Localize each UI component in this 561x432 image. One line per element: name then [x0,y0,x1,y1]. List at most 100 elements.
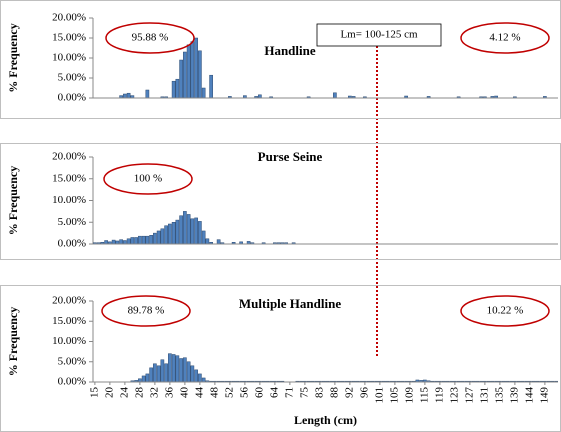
bar [111,239,116,245]
bar [153,232,157,245]
x-tick-label: 109 [403,387,415,404]
annotation: 95.88 % [132,32,169,44]
bar [138,235,142,245]
y-tick-label: 5.00% [58,355,86,367]
bar [183,211,187,245]
bar [179,358,183,383]
y-axis-label: % Frequency [6,23,20,92]
bar [201,230,206,245]
bar [145,235,150,245]
x-tick-label: 36 [163,387,175,399]
bar [179,59,183,99]
bar [201,87,206,99]
y-tick-label: 10.00% [52,335,86,347]
y-tick-label: 15.00% [52,32,86,44]
y-tick-label: 10.00% [52,52,86,64]
annotation-box [316,23,442,47]
x-tick-label: 105 [388,387,400,404]
bar [333,92,337,99]
bar [156,365,161,383]
y-axis-label: % Frequency [6,166,20,235]
annotation: 100 % [134,173,162,185]
bar [190,365,195,383]
x-tick-label: 139 [508,387,520,404]
bar [194,369,198,383]
panel-title: Handline [264,43,316,58]
bar [171,354,176,383]
bar [190,41,195,99]
y-tick-label: 0.00% [58,238,86,250]
annotation-ellipse [105,22,195,54]
bar [168,223,172,245]
bar [164,225,168,245]
y-tick-label: 15.00% [52,172,86,184]
annotation: Lm= 100-125 cm [340,29,418,41]
x-tick-label: 149 [538,387,550,404]
bar [130,237,135,245]
bar [175,78,180,99]
y-tick-label: 5.00% [58,72,86,84]
bar [201,377,206,383]
x-tick-label: 20 [103,387,115,399]
bar [194,217,198,245]
bar [156,230,161,245]
annotation-ellipse [101,295,191,327]
bar [179,215,183,245]
bar [104,240,108,245]
bar [149,235,153,245]
x-tick-label: 60 [253,387,265,399]
annotation: 89.78 % [128,305,165,317]
bar [164,363,168,383]
y-tick-label: 10.00% [52,194,86,206]
bar [119,239,123,245]
bar [160,359,165,383]
x-tick-label: 115 [418,387,430,404]
x-tick-label: 92 [343,387,355,398]
annotation-ellipse [460,295,550,327]
x-tick-label: 101 [373,387,385,404]
annotation: 4.12 % [489,32,520,44]
x-tick-label: 24 [118,387,130,399]
bar [205,238,210,245]
bar [171,222,176,245]
x-tick-label: 64 [268,387,280,399]
bar [186,44,191,99]
bar [171,80,176,99]
bar [145,373,150,383]
x-tick-label: 56 [238,387,250,399]
x-axis-label: Length (cm) [294,413,357,427]
bar [186,214,191,245]
bar [190,218,195,245]
bar [183,51,187,99]
annotation: 10.22 % [487,305,524,317]
bar [126,92,131,99]
panel-title: Multiple Handline [239,296,341,311]
y-tick-label: 15.00% [52,315,86,327]
bar [160,228,165,245]
bar [216,239,221,245]
bar [186,361,191,383]
y-tick-label: 20.00% [52,151,86,163]
x-tick-label: 123 [448,387,460,404]
bar [209,74,213,99]
bar [134,237,138,245]
x-tick-label: 83 [313,387,325,399]
x-tick-label: 119 [433,387,445,404]
y-tick-label: 0.00% [58,376,86,388]
y-tick-label: 5.00% [58,216,86,228]
x-tick-label: 96 [358,387,370,399]
y-tick-label: 0.00% [58,92,86,104]
x-tick-label: 48 [208,387,220,399]
bar [141,375,146,383]
bar [194,37,198,99]
bar [123,93,127,99]
bar [175,355,180,383]
bar [126,238,131,245]
x-tick-label: 40 [178,387,190,399]
bar [175,219,180,245]
bar [198,50,202,99]
bar [141,235,146,245]
x-tick-label: 32 [148,387,160,398]
x-tick-label: 44 [193,387,205,399]
x-tick-label: 88 [328,387,340,399]
